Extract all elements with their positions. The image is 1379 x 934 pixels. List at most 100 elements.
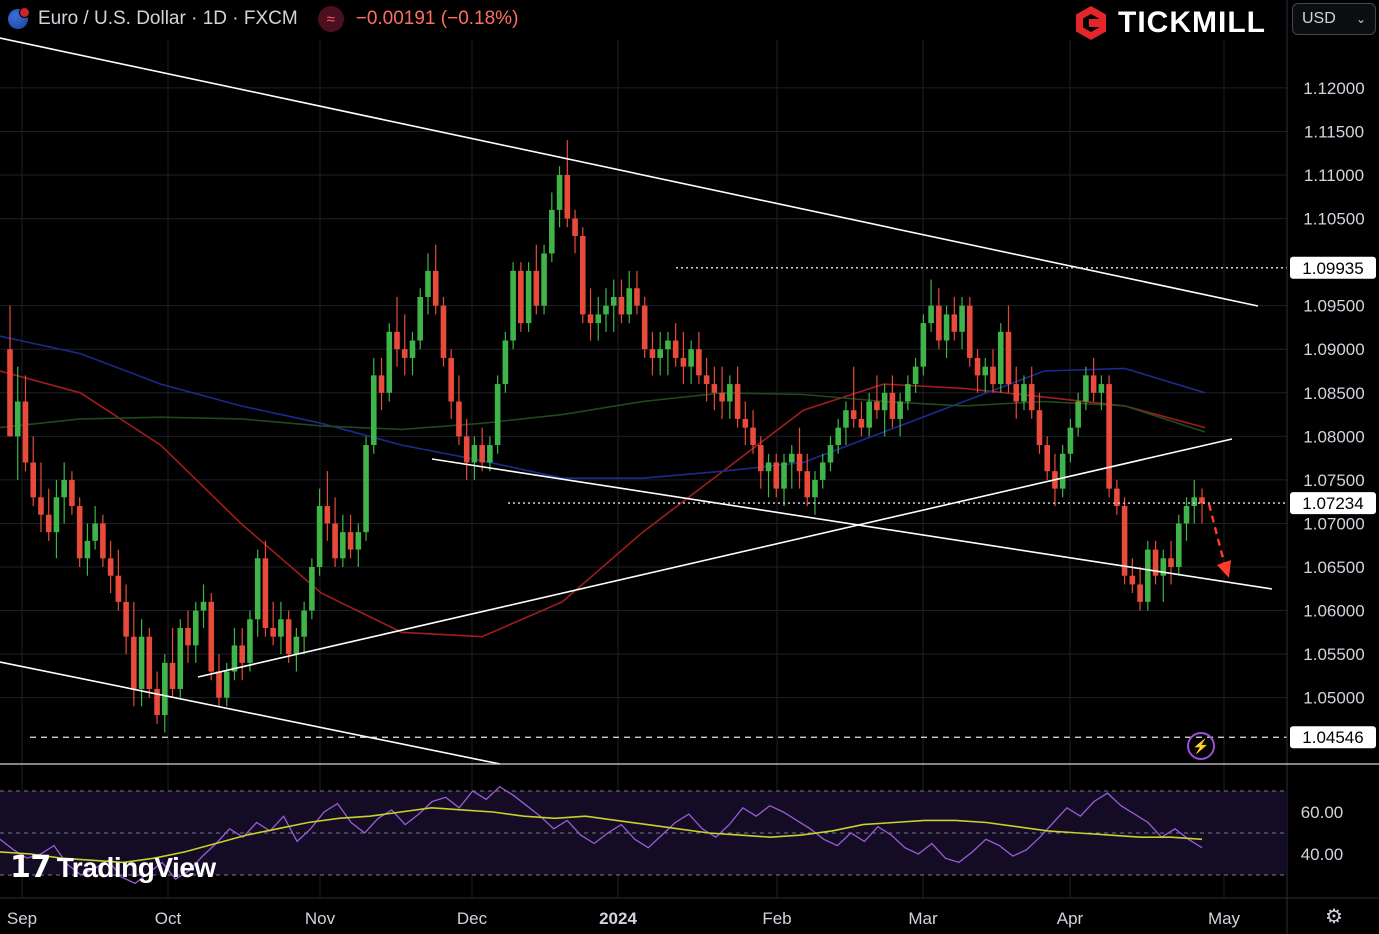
candle-body xyxy=(115,575,122,602)
candle-body xyxy=(61,479,67,498)
tickmill-mark-icon xyxy=(1074,5,1108,41)
candle-body xyxy=(765,462,772,472)
candle-body xyxy=(920,323,927,367)
candle-body xyxy=(14,401,21,437)
candle-body xyxy=(324,506,331,524)
candle-body xyxy=(1044,445,1050,472)
candle-body xyxy=(603,305,609,315)
candle-body xyxy=(494,384,501,446)
candle-body xyxy=(843,410,849,428)
candle-body xyxy=(680,357,687,367)
price-tick-label: 1.10500 xyxy=(1303,210,1364,229)
candle-body xyxy=(378,375,385,393)
candle-body xyxy=(641,305,648,350)
candle-body xyxy=(688,349,694,367)
candle-body xyxy=(1152,549,1159,576)
candle-body xyxy=(278,619,284,637)
candle-body xyxy=(463,436,470,463)
candle-body xyxy=(254,558,261,620)
candle-body xyxy=(386,331,393,393)
candle-body xyxy=(53,497,60,533)
upper-channel-trendline xyxy=(0,37,1259,307)
candle-body xyxy=(672,340,679,358)
moving-average-line xyxy=(0,391,1206,433)
time-tick-label: Dec xyxy=(457,909,488,928)
candle-body xyxy=(610,296,617,306)
candle-body xyxy=(1168,558,1174,568)
candle-body xyxy=(355,532,362,550)
moving-average-line xyxy=(0,370,1206,638)
candle-body xyxy=(146,636,153,689)
rsi-pane: 60.00 40.00 xyxy=(0,785,1343,885)
candle-body xyxy=(1121,506,1128,576)
approx-wave-icon[interactable]: ≈ xyxy=(317,6,344,32)
gear-icon[interactable]: ⚙ xyxy=(1325,905,1343,928)
candle-body xyxy=(626,288,633,315)
candle-body xyxy=(332,523,338,559)
candle-body xyxy=(734,384,741,419)
candle-body xyxy=(363,445,369,533)
candle-body xyxy=(293,636,300,655)
candle-body xyxy=(928,305,934,324)
candle-body xyxy=(781,462,787,489)
candle-body xyxy=(1191,497,1198,507)
candle-body xyxy=(76,506,83,559)
candle-body xyxy=(417,296,424,341)
candle-body xyxy=(959,305,965,332)
lightning-icon[interactable]: ⚡ xyxy=(1187,732,1215,760)
candle-body xyxy=(595,314,602,324)
candle-body xyxy=(177,627,184,689)
candle-body xyxy=(1129,575,1136,585)
candle-body xyxy=(1098,384,1105,393)
time-tick-label: Feb xyxy=(762,909,791,928)
candle-body xyxy=(618,296,625,315)
watermark-text: TradingView xyxy=(56,851,216,883)
grid-lines xyxy=(0,40,1287,898)
candle-body xyxy=(1137,584,1143,602)
price-level-label: 1.04546 xyxy=(1302,728,1363,747)
rsi-line xyxy=(0,785,1203,885)
symbol-header[interactable]: Euro / U.S. Dollar · 1D · FXCM ≈ −0.0019… xyxy=(8,5,518,33)
candle-body xyxy=(858,418,865,428)
candle-body xyxy=(1145,549,1151,602)
candle-body xyxy=(510,270,516,341)
candle-body xyxy=(301,610,307,637)
candle-body xyxy=(1175,523,1182,568)
candle-body xyxy=(974,357,981,376)
time-tick-label: May xyxy=(1208,909,1241,928)
candle-body xyxy=(525,270,532,324)
candle-body xyxy=(587,314,594,324)
candle-body xyxy=(796,453,803,472)
candle-body xyxy=(889,392,896,419)
candle-body xyxy=(541,253,547,306)
candle-body xyxy=(1183,506,1190,524)
candle-body xyxy=(1083,375,1089,402)
price-tick-label: 1.07000 xyxy=(1303,514,1364,533)
candle-body xyxy=(316,506,323,568)
candle-body xyxy=(827,445,834,463)
lower-channel-trendline xyxy=(0,661,501,765)
candle-body xyxy=(518,270,524,324)
candlesticks xyxy=(7,140,1205,733)
candle-body xyxy=(997,331,1004,385)
time-tick-label: Oct xyxy=(155,909,182,928)
candle-body xyxy=(951,314,958,332)
candle-body xyxy=(866,401,872,428)
tradingview-watermark: 17 TradingView xyxy=(10,850,216,885)
candle-body xyxy=(22,401,29,463)
price-tick-label: 1.05500 xyxy=(1303,645,1364,664)
candle-body xyxy=(285,619,292,655)
candle-body xyxy=(216,671,222,698)
trendlines xyxy=(0,37,1287,765)
candle-body xyxy=(1114,488,1120,507)
candle-body xyxy=(1160,558,1167,576)
price-tick-label: 1.12000 xyxy=(1303,79,1364,98)
candle-body xyxy=(1059,453,1066,489)
candle-body xyxy=(45,514,52,533)
currency-select[interactable]: USD ⌄ xyxy=(1292,3,1376,35)
candle-body xyxy=(440,305,447,358)
price-tick-label: 1.09500 xyxy=(1303,297,1364,316)
falling-support-trendline xyxy=(431,458,1273,590)
candle-body xyxy=(1090,375,1097,393)
